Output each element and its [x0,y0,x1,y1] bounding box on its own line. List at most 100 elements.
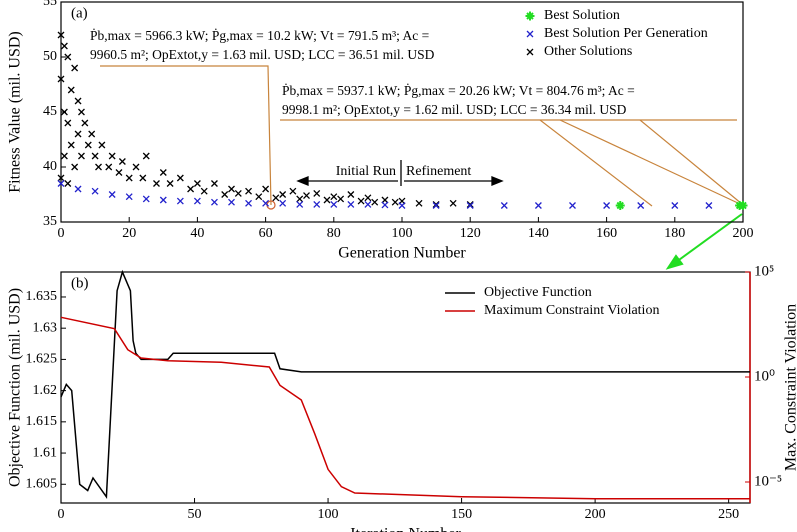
data-point [105,163,113,171]
data-point [364,200,372,208]
legend-marker [526,48,534,56]
y-axis-label: Objective Function (mil. USD) [7,288,24,487]
panel-label: (a) [71,5,88,21]
annotation: Ṗb,max = 5966.3 kW; Ṗg,max = 10.2 kW; Vt… [90,28,429,43]
leader [539,119,653,207]
y-tick-label: 1.63 [33,320,58,335]
annotation: 9998.1 m²; OpExtot,y = 1.62 mil. USD; LC… [282,102,627,117]
data-point [193,197,201,205]
data-point [466,200,474,208]
x-tick-label: 180 [664,226,685,241]
data-point [142,195,150,203]
data-point [415,199,423,207]
data-point [176,197,184,205]
data-point [95,163,102,171]
legend-label: Best Solution [544,8,620,23]
data-point [296,195,304,203]
data-point [330,193,338,201]
y-tick-label: 1.625 [26,352,58,367]
x-tick-label: 200 [733,226,754,241]
data-point [159,196,167,204]
data-point [296,200,304,208]
y-tick-label: 35 [43,214,57,229]
data-point [74,185,82,193]
data-point [187,185,195,193]
data-point [71,64,79,72]
data-point [381,196,389,204]
y-tick-label: 55 [43,0,57,9]
y-tick-label: 1.61 [33,445,58,460]
data-point [118,158,126,165]
data-point [432,200,440,208]
x-axis-label: Generation Number [338,245,466,262]
data-point [81,119,89,127]
data-point [153,180,160,187]
y-tick-label: 1.605 [26,476,58,491]
data-point [210,198,218,206]
data-point [210,180,218,187]
data-point [357,197,365,205]
data-point [603,202,611,209]
data-point [534,202,542,209]
data-point [313,200,321,208]
data-point [132,163,140,171]
data-point [279,199,287,207]
data-point [323,196,331,204]
x-tick-label: 200 [585,507,606,522]
x-tick-label: 0 [58,226,65,241]
data-point [245,187,253,195]
data-point [193,180,201,187]
data-point [57,180,65,187]
x-tick-label: 100 [392,226,413,241]
data-point [615,201,625,210]
arrow-head [665,254,684,270]
data-point [381,201,389,209]
legend-label: Objective Function [484,285,592,300]
data-point [303,192,310,200]
x-tick-label: 140 [528,226,549,241]
data-point [115,169,123,176]
data-point [337,195,345,203]
data-point [228,185,235,193]
data-point [398,202,406,209]
data-point [159,169,167,176]
x-tick-label: 0 [58,507,65,522]
x-tick-label: 120 [460,226,481,241]
data-point [64,119,72,127]
data-point [245,199,253,207]
leader [639,119,743,205]
data-point [637,202,645,209]
y-tick-label: 1.615 [26,414,58,429]
data-point [671,202,679,209]
y2-tick-label: 10⁵ [754,263,774,279]
x-tick-label: 80 [327,226,341,241]
data-point [432,202,440,209]
data-point [88,130,96,138]
legend-label: Other Solutions [544,44,632,59]
data-point [57,174,65,182]
data-point [60,108,68,116]
legend-marker [526,30,534,38]
data-point [64,180,72,187]
data-point [78,152,85,160]
arrow-head [296,176,309,186]
legend-label: Best Solution Per Generation [544,26,708,41]
data-point [289,187,297,195]
series-line [60,269,750,499]
data-point [166,180,174,187]
data-point [176,174,184,182]
data-point [91,152,99,160]
data-point [347,200,355,208]
data-point [125,174,133,182]
data-point [67,86,75,94]
y-tick-label: 50 [43,49,57,64]
data-point [74,97,82,105]
data-point [569,202,576,209]
data-point [64,53,72,61]
data-point [705,202,713,209]
data-point [255,193,263,201]
data-point [57,31,65,39]
data-point [74,130,82,138]
leader [559,119,741,205]
data-point [78,108,85,116]
